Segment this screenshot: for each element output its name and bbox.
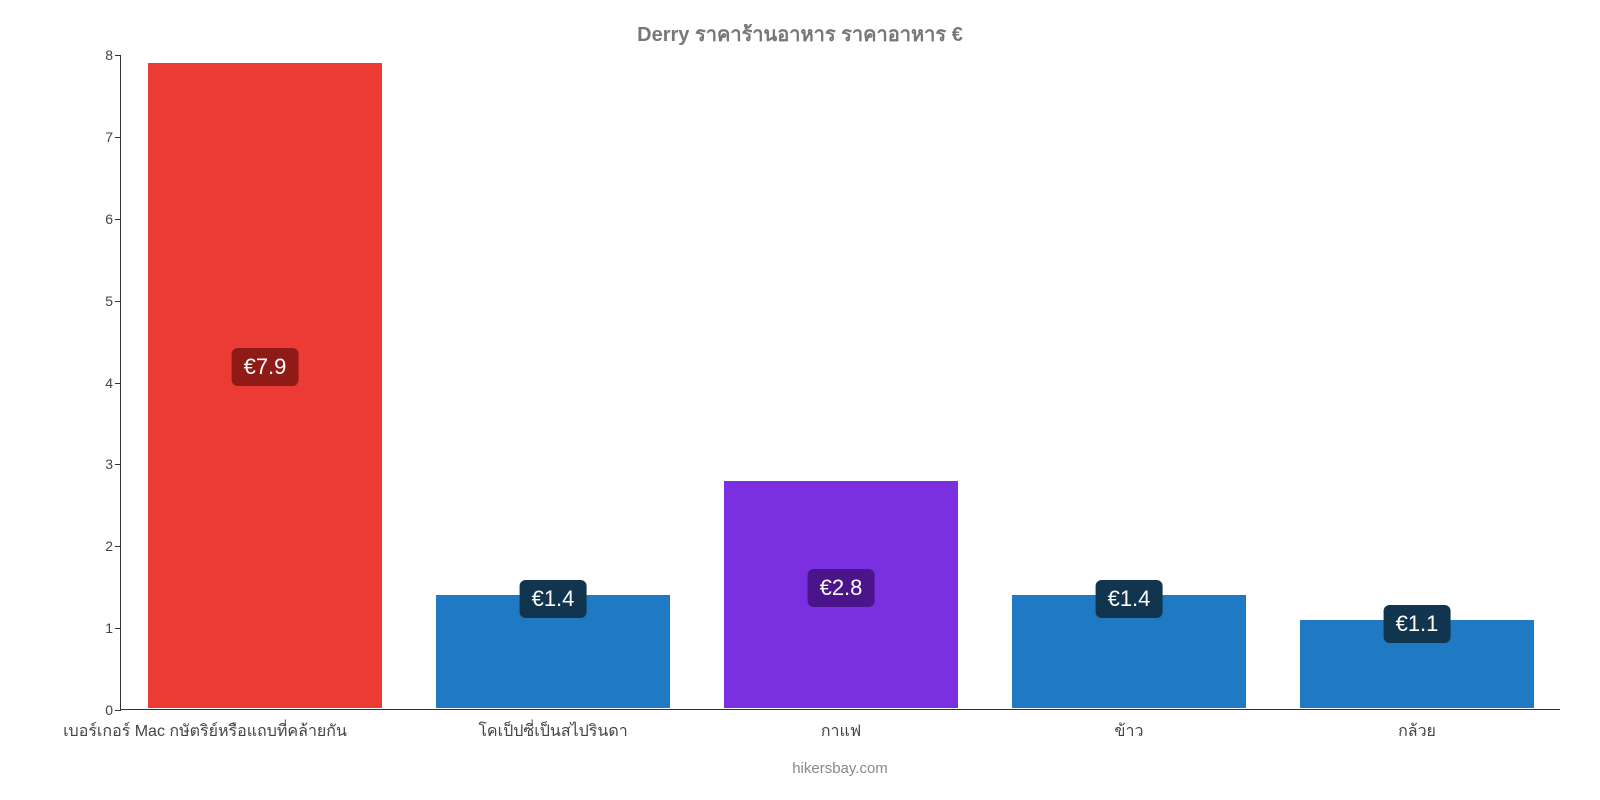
- y-tick-mark: [115, 55, 121, 56]
- chart-title: Derry ราคาร้านอาหาร ราคาอาหาร €: [0, 0, 1600, 50]
- bar-value-label: €2.8: [808, 569, 875, 607]
- bar-value-label: €1.4: [1096, 580, 1163, 618]
- y-tick-mark: [115, 219, 121, 220]
- chart-source: hikersbay.com: [792, 760, 888, 777]
- y-tick-mark: [115, 383, 121, 384]
- x-tick-label: กล้วย: [1398, 709, 1436, 744]
- y-tick-mark: [115, 546, 121, 547]
- bar-value-label: €1.4: [520, 580, 587, 618]
- y-tick-mark: [115, 301, 121, 302]
- y-tick-mark: [115, 137, 121, 138]
- x-tick-label: กาแฟ: [821, 709, 861, 744]
- x-tick-label: โคเป็ปซี่เป็นสไปรินดา: [478, 709, 627, 744]
- x-tick-label: ข้าว: [1115, 709, 1144, 744]
- y-tick-mark: [115, 464, 121, 465]
- y-tick-mark: [115, 628, 121, 629]
- bar-value-label: €1.1: [1384, 605, 1451, 643]
- chart-plot: 012345678€7.9เบอร์เกอร์ Mac กษัตริย์หรือ…: [120, 55, 1560, 710]
- x-tick-label: เบอร์เกอร์ Mac กษัตริย์หรือแถบที่คล้ายกั…: [63, 709, 347, 744]
- chart-plot-area: 012345678€7.9เบอร์เกอร์ Mac กษัตริย์หรือ…: [120, 55, 1560, 710]
- bar-value-label: €7.9: [232, 348, 299, 386]
